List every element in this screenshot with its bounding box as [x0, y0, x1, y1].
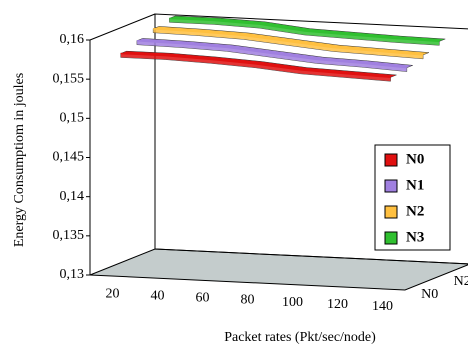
legend-swatch: [384, 179, 398, 193]
x-tick-label: 20: [106, 286, 120, 301]
legend-label: N3: [406, 229, 424, 245]
x-tick-label: 40: [151, 288, 165, 303]
ribbon-side: [120, 53, 391, 82]
y-tick-label: 0,135: [53, 228, 85, 243]
series-line: [136, 39, 407, 69]
y-tick-label: 0,15: [60, 111, 85, 126]
legend-swatch: [384, 205, 398, 219]
legend-label: N0: [406, 151, 424, 167]
y-tick-label: 0,155: [53, 71, 85, 86]
series-line: [153, 27, 424, 56]
depth-label: N0: [421, 287, 438, 302]
x-tick-label: 60: [196, 291, 210, 306]
x-tick-label: 80: [241, 293, 255, 308]
legend-swatch: [384, 231, 398, 245]
side-wall: [89, 13, 156, 41]
series-line: [169, 17, 440, 43]
x-tick-label: 100: [282, 295, 303, 310]
legend-label: N1: [406, 177, 424, 193]
legend-label: N2: [406, 203, 424, 219]
y-tick-label: 0,16: [60, 32, 85, 47]
y-axis-title: Energy Consumptiom in joules: [12, 73, 27, 247]
legend: N0 N1 N2 N3: [374, 144, 451, 251]
y-tick-label: 0,14: [60, 189, 85, 204]
y-tick-label: 0,145: [53, 150, 85, 165]
legend-swatch: [384, 153, 398, 167]
series-line: [120, 52, 391, 79]
x-axis-title: Packet rates (Pkt/sec/node): [224, 330, 376, 345]
floor: [89, 248, 468, 291]
depth-label: N2: [454, 274, 468, 289]
back-wall: [154, 13, 468, 265]
x-tick-label: 120: [327, 297, 348, 312]
x-tick-label: 140: [372, 299, 393, 314]
y-tick-label: 0,13: [60, 267, 85, 282]
